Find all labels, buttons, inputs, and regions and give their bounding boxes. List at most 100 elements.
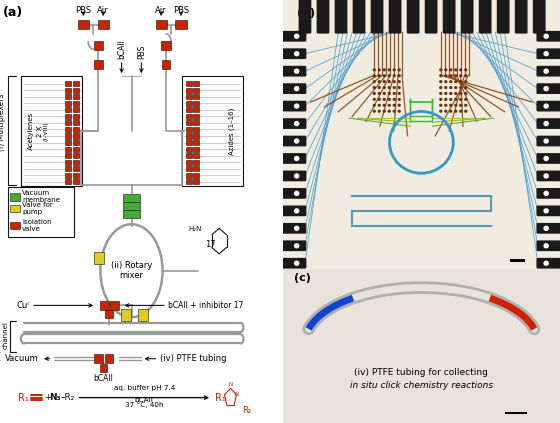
Text: Valve for
pump: Valve for pump <box>22 202 53 215</box>
Circle shape <box>372 74 376 77</box>
FancyBboxPatch shape <box>65 88 71 93</box>
FancyBboxPatch shape <box>10 222 20 229</box>
Text: Vacuum
membrane: Vacuum membrane <box>22 190 60 203</box>
FancyBboxPatch shape <box>533 0 545 33</box>
Circle shape <box>372 86 376 89</box>
FancyBboxPatch shape <box>186 179 192 184</box>
FancyBboxPatch shape <box>105 310 114 318</box>
Circle shape <box>464 92 468 95</box>
FancyBboxPatch shape <box>193 179 199 184</box>
FancyBboxPatch shape <box>65 101 71 106</box>
FancyBboxPatch shape <box>193 173 199 178</box>
Text: bCAII + inhibitor 17: bCAII + inhibitor 17 <box>168 301 244 310</box>
Circle shape <box>543 173 549 179</box>
Circle shape <box>439 110 442 113</box>
FancyBboxPatch shape <box>276 258 306 269</box>
Circle shape <box>294 208 300 214</box>
FancyBboxPatch shape <box>186 88 192 93</box>
FancyBboxPatch shape <box>193 140 199 145</box>
FancyBboxPatch shape <box>73 179 79 184</box>
Text: R₁: R₁ <box>18 393 29 403</box>
Circle shape <box>398 98 401 101</box>
FancyBboxPatch shape <box>335 0 347 33</box>
FancyBboxPatch shape <box>193 114 199 119</box>
FancyBboxPatch shape <box>175 20 186 29</box>
Circle shape <box>464 80 468 83</box>
FancyBboxPatch shape <box>193 81 199 86</box>
FancyBboxPatch shape <box>78 20 89 29</box>
Circle shape <box>454 86 458 89</box>
FancyBboxPatch shape <box>73 166 79 171</box>
Circle shape <box>459 110 463 113</box>
FancyBboxPatch shape <box>186 81 192 86</box>
FancyBboxPatch shape <box>371 0 384 33</box>
FancyBboxPatch shape <box>73 94 79 99</box>
FancyBboxPatch shape <box>65 127 71 132</box>
FancyBboxPatch shape <box>73 127 79 132</box>
FancyBboxPatch shape <box>186 153 192 158</box>
Text: PBS: PBS <box>173 6 189 15</box>
Circle shape <box>449 86 452 89</box>
FancyBboxPatch shape <box>193 101 199 106</box>
FancyBboxPatch shape <box>193 107 199 113</box>
FancyBboxPatch shape <box>497 0 510 33</box>
Circle shape <box>439 86 442 89</box>
Circle shape <box>459 80 463 83</box>
FancyBboxPatch shape <box>186 160 192 165</box>
Circle shape <box>543 51 549 56</box>
Circle shape <box>459 74 463 77</box>
Text: (a): (a) <box>3 6 23 19</box>
FancyBboxPatch shape <box>100 301 109 310</box>
FancyBboxPatch shape <box>73 173 79 178</box>
Circle shape <box>388 104 391 107</box>
Circle shape <box>439 80 442 83</box>
FancyBboxPatch shape <box>161 41 171 50</box>
Circle shape <box>454 80 458 83</box>
FancyBboxPatch shape <box>276 48 306 59</box>
Text: N: N <box>235 392 239 397</box>
Circle shape <box>449 80 452 83</box>
Circle shape <box>464 104 468 107</box>
Circle shape <box>294 86 300 91</box>
FancyBboxPatch shape <box>276 101 306 112</box>
Circle shape <box>294 138 300 144</box>
Circle shape <box>439 74 442 77</box>
FancyBboxPatch shape <box>73 140 79 145</box>
FancyBboxPatch shape <box>65 153 71 158</box>
Circle shape <box>388 110 391 113</box>
FancyBboxPatch shape <box>73 147 79 152</box>
Circle shape <box>388 98 391 101</box>
FancyBboxPatch shape <box>536 31 560 41</box>
Circle shape <box>294 243 300 248</box>
FancyBboxPatch shape <box>443 0 455 33</box>
Circle shape <box>377 110 381 113</box>
Circle shape <box>388 86 391 89</box>
Text: R₂: R₂ <box>242 406 251 415</box>
Circle shape <box>294 51 300 56</box>
FancyBboxPatch shape <box>65 120 71 126</box>
Circle shape <box>449 74 452 77</box>
FancyBboxPatch shape <box>276 83 306 94</box>
Circle shape <box>543 156 549 161</box>
FancyBboxPatch shape <box>65 81 71 86</box>
Circle shape <box>464 68 468 71</box>
FancyBboxPatch shape <box>276 153 306 164</box>
FancyBboxPatch shape <box>186 107 192 113</box>
FancyBboxPatch shape <box>73 153 79 158</box>
Text: (iv) PTFE tubing: (iv) PTFE tubing <box>160 354 226 363</box>
Circle shape <box>372 80 376 83</box>
FancyBboxPatch shape <box>123 194 139 202</box>
Text: PBS: PBS <box>76 6 91 15</box>
Circle shape <box>294 173 300 179</box>
Circle shape <box>294 225 300 231</box>
FancyBboxPatch shape <box>10 193 20 201</box>
FancyBboxPatch shape <box>65 140 71 145</box>
Circle shape <box>464 86 468 89</box>
FancyBboxPatch shape <box>65 107 71 113</box>
Circle shape <box>454 74 458 77</box>
Circle shape <box>449 110 452 113</box>
Text: bCAII: bCAII <box>94 374 114 383</box>
Circle shape <box>393 104 396 107</box>
FancyBboxPatch shape <box>186 127 192 132</box>
Circle shape <box>377 92 381 95</box>
